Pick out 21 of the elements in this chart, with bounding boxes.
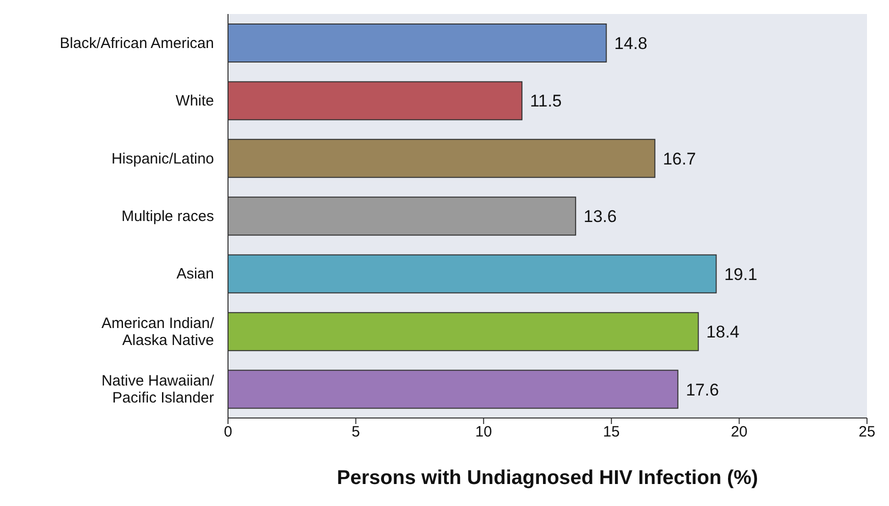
x-tick-label: 15	[603, 424, 620, 441]
data-label: 18.4	[706, 322, 740, 342]
x-axis-title: Persons with Undiagnosed HIV Infection (%)	[336, 467, 758, 489]
data-label: 16.7	[662, 149, 696, 168]
data-label: 17.6	[686, 380, 719, 400]
y-tick-label: American Indian/ Alaska Native	[101, 314, 215, 348]
y-tick-label: Native Hawaiian/ Pacific Islander	[101, 372, 215, 406]
y-tick-label: Hispanic/Latino	[111, 150, 214, 167]
y-tick-label: White	[176, 92, 214, 110]
y-tick-label: Asian	[176, 265, 214, 282]
data-label: 13.6	[584, 207, 617, 226]
x-tick-label: 25	[858, 424, 876, 441]
y-tick-label: Black/African American	[60, 34, 214, 52]
y-tick-label: Multiple races	[121, 208, 214, 224]
x-tick-label: 20	[730, 424, 748, 441]
data-label: 11.5	[530, 92, 562, 111]
data-label: 14.8	[614, 34, 648, 54]
x-tick-label: 10	[475, 424, 492, 441]
data-label: 19.1	[724, 264, 758, 284]
x-tick-label: 5	[352, 424, 360, 441]
x-tick-label: 0	[224, 424, 232, 441]
